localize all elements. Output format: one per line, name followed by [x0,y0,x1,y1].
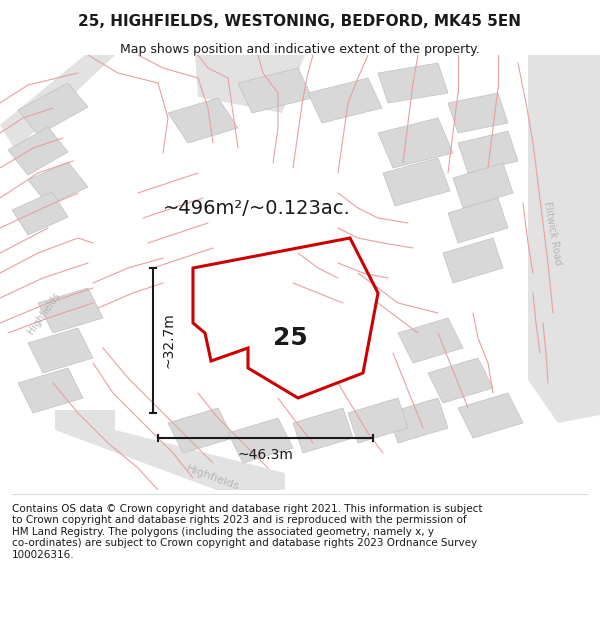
Text: Flitwick Road: Flitwick Road [542,201,563,266]
Polygon shape [18,83,88,135]
Polygon shape [238,68,312,113]
Polygon shape [453,163,513,208]
Polygon shape [398,318,463,363]
Polygon shape [55,410,285,495]
Polygon shape [168,408,233,453]
Polygon shape [458,131,518,173]
Polygon shape [378,118,453,168]
Polygon shape [458,393,523,438]
Polygon shape [8,127,68,175]
Polygon shape [18,368,83,413]
Polygon shape [28,162,88,205]
Polygon shape [348,398,408,443]
Text: Highfields: Highfields [26,290,62,336]
Polygon shape [378,63,448,103]
Polygon shape [0,55,115,150]
Polygon shape [448,93,508,133]
Text: 25: 25 [274,326,308,350]
Text: Contains OS data © Crown copyright and database right 2021. This information is : Contains OS data © Crown copyright and d… [12,504,482,560]
Polygon shape [388,398,448,443]
Polygon shape [308,78,382,123]
Text: ~32.7m: ~32.7m [162,312,176,368]
Polygon shape [228,418,293,463]
Polygon shape [12,192,68,235]
Text: Highfields: Highfields [185,464,241,492]
Polygon shape [168,98,238,143]
Text: Map shows position and indicative extent of the property.: Map shows position and indicative extent… [120,43,480,56]
Polygon shape [38,288,103,333]
Text: ~46.3m: ~46.3m [238,448,293,462]
Text: 25, HIGHFIELDS, WESTONING, BEDFORD, MK45 5EN: 25, HIGHFIELDS, WESTONING, BEDFORD, MK45… [79,14,521,29]
Polygon shape [293,408,353,453]
Text: ~496m²/~0.123ac.: ~496m²/~0.123ac. [163,199,351,217]
Polygon shape [428,358,493,403]
Polygon shape [528,55,600,423]
Polygon shape [28,328,93,373]
Polygon shape [443,238,503,283]
Polygon shape [448,198,508,243]
Polygon shape [195,55,305,113]
Polygon shape [383,158,450,206]
